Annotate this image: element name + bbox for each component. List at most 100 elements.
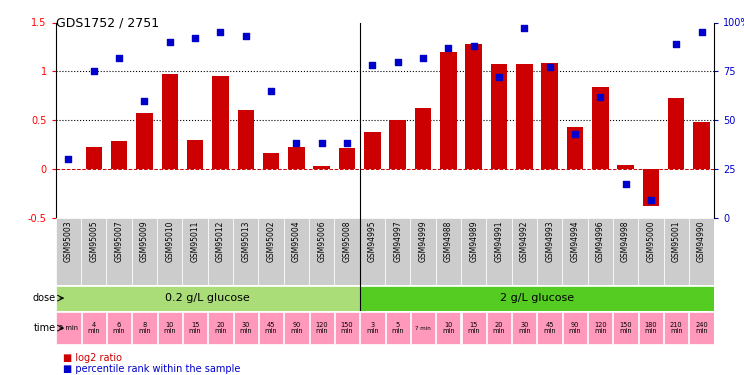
- Bar: [588, 312, 612, 344]
- Text: 90
min: 90 min: [568, 322, 581, 334]
- Text: 5
min: 5 min: [391, 322, 404, 334]
- Point: [315, 140, 327, 146]
- Bar: [258, 217, 283, 285]
- Point: [265, 88, 277, 94]
- Bar: [208, 312, 233, 344]
- Bar: [592, 87, 609, 169]
- Bar: [82, 312, 106, 344]
- Text: 10
min: 10 min: [164, 322, 176, 334]
- Bar: [56, 217, 81, 285]
- Bar: [132, 217, 157, 285]
- Text: GSM94992: GSM94992: [520, 221, 529, 262]
- Text: GSM94993: GSM94993: [545, 221, 554, 262]
- Text: 30
min: 30 min: [518, 322, 530, 334]
- Text: 4
min: 4 min: [88, 322, 100, 334]
- Point: [290, 140, 302, 146]
- Point: [240, 33, 251, 39]
- Bar: [309, 217, 334, 285]
- Text: GSM94989: GSM94989: [469, 221, 478, 262]
- Bar: [567, 127, 583, 169]
- Text: GSM94991: GSM94991: [495, 221, 504, 262]
- Point: [569, 130, 581, 136]
- Text: GSM95006: GSM95006: [317, 221, 326, 262]
- Bar: [385, 312, 410, 344]
- Bar: [614, 312, 638, 344]
- Bar: [411, 312, 435, 344]
- Bar: [613, 217, 638, 285]
- Text: 180
min: 180 min: [644, 322, 657, 334]
- Text: 150
min: 150 min: [341, 322, 353, 334]
- Text: 15
min: 15 min: [467, 322, 480, 334]
- Bar: [512, 217, 537, 285]
- Text: GSM94999: GSM94999: [419, 221, 428, 262]
- Bar: [414, 108, 432, 169]
- Point: [366, 62, 378, 68]
- Bar: [183, 312, 208, 344]
- Bar: [335, 312, 359, 344]
- Text: GSM94997: GSM94997: [393, 221, 403, 262]
- Bar: [537, 217, 562, 285]
- Point: [164, 39, 176, 45]
- Bar: [81, 217, 106, 285]
- Bar: [638, 217, 664, 285]
- Bar: [106, 217, 132, 285]
- Point: [620, 182, 632, 188]
- Bar: [259, 312, 283, 344]
- Text: GSM95010: GSM95010: [165, 221, 174, 262]
- Bar: [537, 312, 562, 344]
- Bar: [512, 312, 536, 344]
- Bar: [588, 217, 613, 285]
- Text: 45
min: 45 min: [265, 322, 278, 334]
- Bar: [562, 312, 587, 344]
- Bar: [237, 110, 254, 169]
- Text: time: time: [33, 323, 56, 333]
- Bar: [313, 166, 330, 169]
- Bar: [288, 147, 304, 169]
- Text: 120
min: 120 min: [594, 322, 606, 334]
- Text: 15
min: 15 min: [189, 322, 202, 334]
- Text: 20
min: 20 min: [493, 322, 505, 334]
- Text: GSM94994: GSM94994: [571, 221, 580, 262]
- Bar: [283, 217, 309, 285]
- Bar: [56, 285, 359, 311]
- Bar: [187, 140, 203, 169]
- Bar: [643, 169, 659, 206]
- Text: 90
min: 90 min: [290, 322, 303, 334]
- Text: 8
min: 8 min: [138, 322, 151, 334]
- Bar: [461, 217, 487, 285]
- Text: GSM95013: GSM95013: [241, 221, 250, 262]
- Bar: [107, 312, 131, 344]
- Bar: [389, 120, 406, 169]
- Text: GSM95011: GSM95011: [190, 221, 199, 262]
- Text: 6
min: 6 min: [113, 322, 126, 334]
- Text: 7 min: 7 min: [415, 326, 431, 331]
- Text: GSM94998: GSM94998: [621, 221, 630, 262]
- Point: [88, 68, 100, 74]
- Point: [113, 55, 125, 61]
- Bar: [364, 132, 381, 169]
- Bar: [234, 312, 258, 344]
- Text: 210
min: 210 min: [670, 322, 682, 334]
- Bar: [86, 147, 102, 169]
- Text: 20
min: 20 min: [214, 322, 227, 334]
- Bar: [212, 76, 228, 169]
- Bar: [360, 312, 385, 344]
- Point: [417, 55, 429, 61]
- Bar: [466, 44, 482, 169]
- Text: GSM95000: GSM95000: [647, 221, 655, 262]
- Bar: [487, 312, 511, 344]
- Text: GSM95003: GSM95003: [64, 221, 73, 262]
- Bar: [693, 122, 710, 169]
- Text: GSM95004: GSM95004: [292, 221, 301, 262]
- Bar: [690, 312, 713, 344]
- Point: [544, 64, 556, 70]
- Text: GSM95008: GSM95008: [342, 221, 351, 262]
- Bar: [208, 217, 233, 285]
- Bar: [385, 217, 411, 285]
- Text: GSM95009: GSM95009: [140, 221, 149, 262]
- Bar: [111, 141, 127, 169]
- Point: [341, 140, 353, 146]
- Bar: [359, 217, 385, 285]
- Text: GSM95007: GSM95007: [115, 221, 124, 262]
- Point: [189, 35, 201, 41]
